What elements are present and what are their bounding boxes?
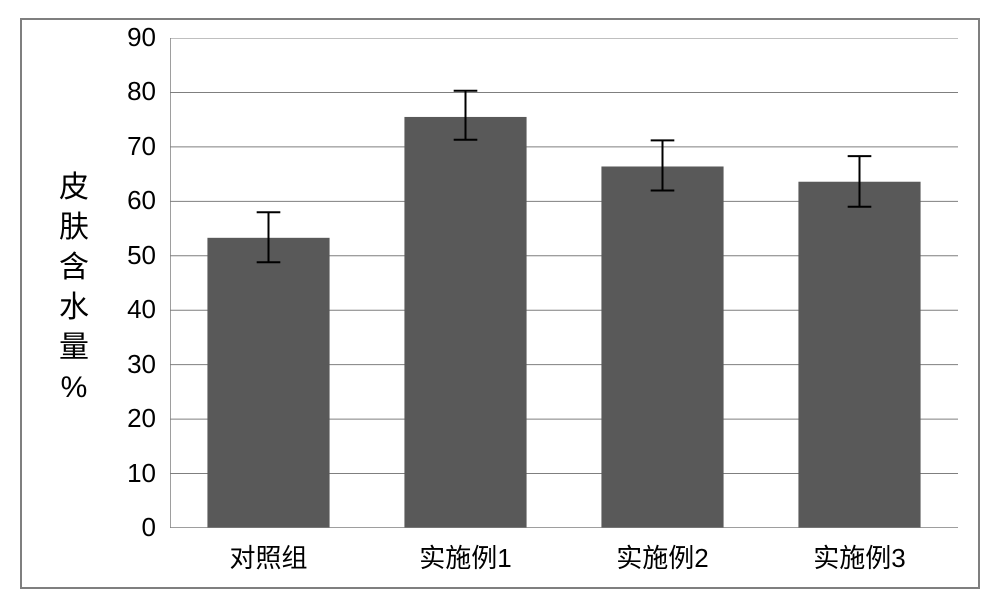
x-tick-label: 实施例1 <box>419 538 511 575</box>
x-tick-label: 实施例3 <box>813 538 905 575</box>
plot-area <box>170 38 958 528</box>
y-tick-label: 0 <box>20 512 156 543</box>
figure-frame: 皮 肤 含 水 量 % 0102030405060708090 对照组实施例1实… <box>20 18 980 589</box>
y-tick-label: 70 <box>20 131 156 162</box>
bars <box>207 117 920 528</box>
x-tick-label: 对照组 <box>229 538 307 575</box>
y-tick-label: 80 <box>20 76 156 107</box>
y-tick-label: 60 <box>20 185 156 216</box>
bar-chart-svg <box>170 38 958 528</box>
y-tick-label: 90 <box>20 22 156 53</box>
y-tick-label: 30 <box>20 349 156 380</box>
y-tick-label: 40 <box>20 294 156 325</box>
error-bars <box>257 91 872 262</box>
y-tick-label: 10 <box>20 458 156 489</box>
x-tick-label: 实施例2 <box>616 538 708 575</box>
y-tick-label: 50 <box>20 240 156 271</box>
y-tick-label: 20 <box>20 403 156 434</box>
